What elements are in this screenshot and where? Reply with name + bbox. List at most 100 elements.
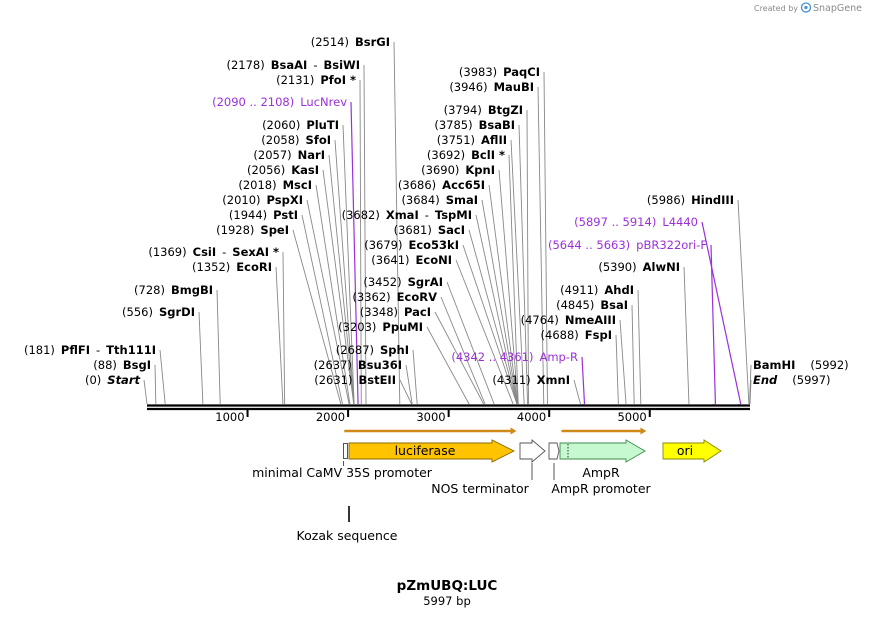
site-pfoi[interactable]: (2131) PfoI * <box>276 73 356 87</box>
site-xmai[interactable]: (3682) XmaI - TspMI <box>342 208 472 222</box>
site-connector <box>573 379 581 405</box>
feature-luciferase[interactable]: luciferase <box>348 439 516 463</box>
site-sfoi[interactable]: (2058) SfoI <box>261 133 331 147</box>
site-paqci[interactable]: (3983) PaqCI <box>459 65 540 79</box>
site-pspxi[interactable]: (2010) PspXI <box>222 193 303 207</box>
site-kasi[interactable]: (2056) KasI <box>247 163 319 177</box>
site-name: SphI <box>380 343 409 357</box>
site-end[interactable]: End (5997) <box>753 373 831 387</box>
site-bsteii[interactable]: (2631) BstEII <box>314 373 396 387</box>
site-pos: (3692) <box>427 148 465 162</box>
site-pos: (5992) <box>810 358 848 372</box>
site-label: (3690) KpnI <box>421 163 495 177</box>
site-name: LucNrev <box>300 95 347 109</box>
site-label: (3684) SmaI <box>401 193 478 207</box>
site-pos: (1944) <box>229 208 267 222</box>
site-sgrdi[interactable]: (556) SgrDI <box>122 305 195 319</box>
site-xmni[interactable]: (4311) XmnI <box>492 373 570 387</box>
site-pos: (0) <box>85 373 101 387</box>
site-connector <box>455 259 514 405</box>
site-pos: (1928) <box>216 223 254 237</box>
site-label: (5897 .. 5914) L4440 <box>574 215 698 229</box>
site-nari[interactable]: (2057) NarI <box>253 148 325 162</box>
site-name: SgrDI <box>159 305 195 319</box>
site-kpni[interactable]: (3690) KpnI <box>421 163 495 177</box>
site-name: SacI <box>438 223 465 237</box>
site-amp-r[interactable]: (4342 .. 4361) Amp-R <box>451 350 578 364</box>
site-label: (1928) SpeI <box>216 223 289 237</box>
site-connector <box>488 184 519 405</box>
site-label: (3794) BtgZI <box>444 103 523 117</box>
site-label: (2637) Bsu36I <box>314 358 402 372</box>
feature-ori[interactable]: ori <box>662 439 722 463</box>
site-bsu36i[interactable]: (2637) Bsu36I <box>314 358 402 372</box>
site-btgzi[interactable]: (3794) BtgZI <box>444 103 523 117</box>
site-bcli[interactable]: (3692) BclI * <box>427 148 505 162</box>
site-eco53ki[interactable]: (3679) Eco53kI <box>364 238 459 252</box>
site-fspi[interactable]: (4688) FspI <box>541 328 612 342</box>
site-pos: (4688) <box>541 328 579 342</box>
site-connector <box>543 71 548 405</box>
site-label: (4342 .. 4361) Amp-R <box>451 350 578 364</box>
site-ecorv[interactable]: (3362) EcoRV <box>352 290 437 304</box>
site-ahdi[interactable]: (4911) AhdI <box>560 283 634 297</box>
feature-nos-terminator[interactable]: NOS terminator <box>431 439 546 496</box>
site-connector <box>359 79 362 405</box>
site-csii[interactable]: (1369) CsiI - SexAI * <box>148 245 279 259</box>
site-name: PfoI * <box>320 73 356 87</box>
site-hindiii[interactable]: (5986) HindIII <box>647 193 734 207</box>
site-pos: (3751) <box>437 133 475 147</box>
site-acc65i[interactable]: (3686) Acc65I <box>398 178 485 192</box>
site-connector <box>619 319 627 405</box>
site-bsrgi[interactable]: (2514) BsrGI <box>311 35 390 49</box>
site-pos: (728) <box>134 283 165 297</box>
site-alwni[interactable]: (5390) AlwNI <box>598 260 680 274</box>
site-pbr322ori-f[interactable]: (5644 .. 5663) pBR322ori-F <box>548 238 707 252</box>
site-pluti[interactable]: (2060) PluTI <box>262 118 339 132</box>
site-pos: (4311) <box>492 373 530 387</box>
site-ecori[interactable]: (1352) EcoRI <box>192 260 272 274</box>
site-saci[interactable]: (3681) SacI <box>394 223 465 237</box>
feature-kozak-sequence[interactable]: Kozak sequence <box>297 506 398 543</box>
site-ppumi[interactable]: (3203) PpuMI <box>338 320 423 334</box>
feature-label-nos-terminator: NOS terminator <box>431 481 529 496</box>
site-spei[interactable]: (1928) SpeI <box>216 223 289 237</box>
site-sep: - <box>222 245 226 259</box>
site-pflfi[interactable]: (181) PflFI - Tth111I <box>24 343 156 357</box>
site-aflii[interactable]: (3751) AflII <box>437 133 507 147</box>
scale-tick-label: 5000 <box>617 410 646 424</box>
site-bsaai[interactable]: (2178) BsaAI - BsiWI <box>227 58 361 72</box>
site-l4440[interactable]: (5897 .. 5914) L4440 <box>574 215 698 229</box>
feature-ampr-promoter[interactable]: AmpR promoter <box>548 442 652 496</box>
feature-ampr[interactable]: AmpR <box>559 439 646 480</box>
site-bsgi[interactable]: (88) BsgI <box>93 358 151 372</box>
site-label: (3641) EcoNI <box>371 253 452 267</box>
site-connector <box>301 214 343 405</box>
site-bmgbi[interactable]: (728) BmgBI <box>134 283 213 297</box>
site-pos: (4845) <box>556 298 594 312</box>
site-sgrai[interactable]: (3452) SgrAI <box>363 275 443 289</box>
site-start[interactable]: (0) Start <box>85 373 141 387</box>
site-nmeaiii[interactable]: (4764) NmeAIII <box>521 313 616 327</box>
dna-backbone <box>147 404 750 411</box>
feature-minimal-camv-35s-promoter[interactable]: minimal CaMV 35S promoter <box>252 443 433 481</box>
site-bamhi[interactable]: BamHI (5992) <box>753 358 849 372</box>
orf-arrowhead <box>510 427 517 435</box>
site-smai[interactable]: (3684) SmaI <box>401 193 478 207</box>
site-msci[interactable]: (2018) MscI <box>238 178 312 192</box>
site-bsabi[interactable]: (3785) BsaBI <box>434 118 515 132</box>
site-psti[interactable]: (1944) PstI <box>229 208 298 222</box>
site-lucnrev[interactable]: (2090 .. 2108) LucNrev <box>212 95 347 109</box>
site-bsai[interactable]: (4845) BsaI <box>556 298 628 312</box>
site-maubi[interactable]: (3946) MauBI <box>449 80 534 94</box>
site-connector <box>334 139 355 405</box>
site-connector <box>462 244 518 405</box>
site-label: (0) Start <box>85 373 141 387</box>
site-econi[interactable]: (3641) EcoNI <box>371 253 452 267</box>
site-connector <box>412 349 418 405</box>
site-sphi[interactable]: (2687) SphI <box>336 343 409 357</box>
site-label: (3785) BsaBI <box>434 118 515 132</box>
site-connector <box>440 296 486 405</box>
site-paci[interactable]: (3348) PacI <box>360 305 431 319</box>
site-name: NmeAIII <box>565 313 616 327</box>
